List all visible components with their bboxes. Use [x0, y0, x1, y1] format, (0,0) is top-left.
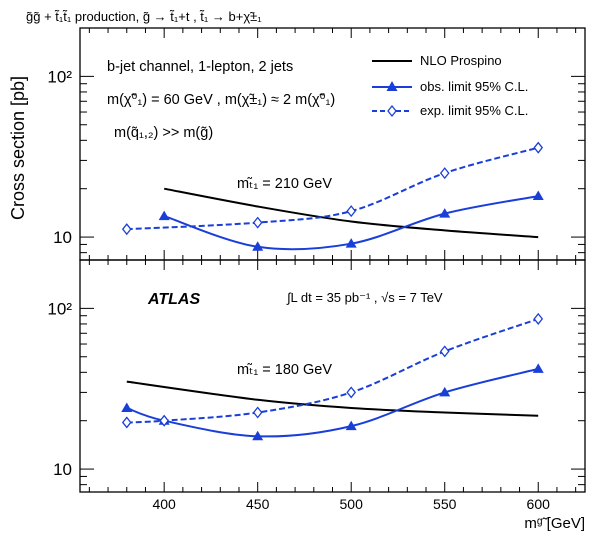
x-tick-label: 600: [527, 496, 551, 512]
observed-limit-point: [252, 241, 264, 251]
expected-limit-point: [159, 414, 169, 427]
observed-limit-curve: [126, 367, 539, 438]
mass-relation-annotation: m(χ̃⁰₁) = 60 GeV , m(χ̃±₁) ≈ 2 m(χ̃⁰₁): [107, 92, 335, 108]
expected-limit-point: [121, 223, 132, 236]
nlo-prospino-curve: [126, 380, 539, 417]
observed-limit-point: [439, 386, 451, 397]
legend: NLO Prospino obs. limit 95% C.L. exp. li…: [372, 53, 528, 118]
axis-ticks: 10 10² 10 10² 400 450 500 550 600: [47, 27, 585, 512]
chart-title: g̃g̃ + t̃₁t̃₁ production, g̃ → t̃₁+t , t…: [26, 9, 262, 24]
top-stop-mass-annotation: mₜ̃₁ = 210 GeV: [237, 176, 332, 192]
observed-limit-point: [252, 430, 264, 441]
observed-limit-point: [532, 363, 544, 373]
x-axis-label: mᵍ̃ [GeV]: [524, 515, 585, 532]
x-tick-label: 500: [340, 496, 364, 512]
observed-limit-point: [345, 238, 357, 248]
legend-marker-obs: [386, 81, 398, 91]
series-layer: [121, 141, 544, 441]
expected-limit-point: [439, 345, 450, 358]
observed-limit-point: [345, 420, 357, 431]
atlas-label: ATLAS: [147, 291, 200, 308]
expected-limit-point: [346, 386, 357, 399]
y-axis-label: Cross section [pb]: [8, 76, 28, 220]
expected-limit-point: [533, 312, 544, 325]
y-tick-label: 10²: [47, 67, 72, 86]
y-tick-label: 10²: [47, 299, 72, 318]
expected-limit-point: [252, 216, 263, 229]
channel-annotation: b-jet channel, 1-lepton, 2 jets: [107, 59, 293, 75]
legend-label-obs: obs. limit 95% C.L.: [420, 79, 528, 94]
observed-limit-point: [439, 208, 451, 218]
luminosity-annotation: ∫L dt = 35 pb⁻¹ , √s = 7 TeV: [286, 290, 443, 305]
bottom-stop-mass-annotation: mₜ̃₁ = 180 GeV: [237, 362, 332, 378]
observed-limit-point: [532, 190, 544, 201]
observed-limit-point: [158, 210, 170, 221]
nlo-prospino-curve: [164, 187, 539, 239]
expected-limit-point: [252, 406, 263, 419]
expected-limit-point: [439, 167, 450, 180]
legend-label-nlo: NLO Prospino: [420, 53, 502, 68]
y-tick-label: 10: [53, 228, 72, 247]
expected-limit-curve: [126, 146, 539, 231]
legend-marker-exp: [387, 104, 397, 118]
expected-limit-point: [533, 141, 544, 154]
x-tick-label: 400: [152, 496, 176, 512]
expected-limit-point: [121, 416, 132, 429]
legend-label-exp: exp. limit 95% C.L.: [420, 103, 528, 118]
y-tick-label: 10: [53, 460, 72, 479]
observed-limit-point: [121, 402, 133, 412]
expected-limit-point: [346, 205, 357, 218]
x-tick-label: 450: [246, 496, 270, 512]
squark-relation-annotation: m(q̃₁,₂) >> m(g̃): [114, 125, 213, 141]
x-tick-label: 550: [433, 496, 457, 512]
